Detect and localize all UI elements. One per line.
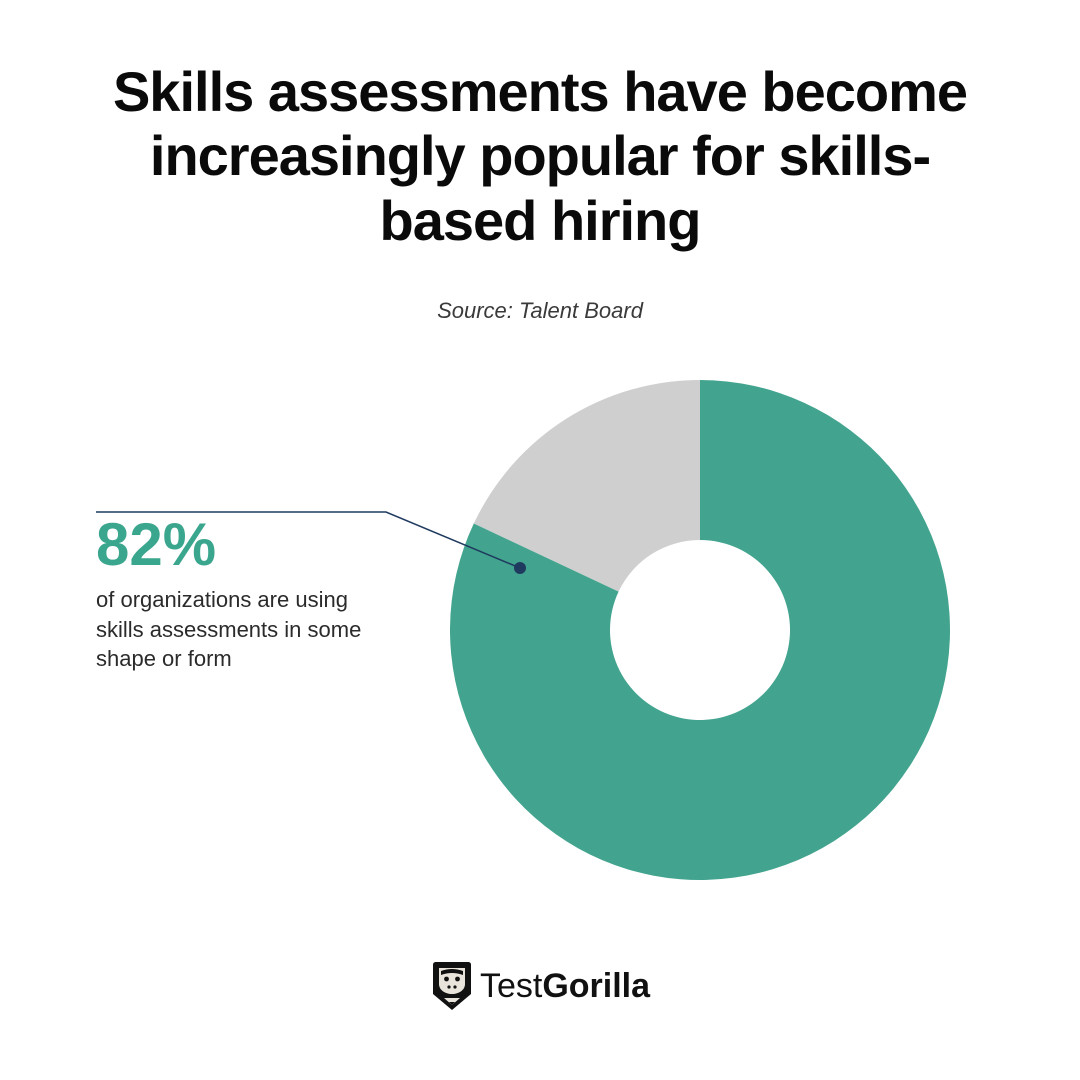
gorilla-icon xyxy=(430,960,474,1012)
logo-text-right: Gorilla xyxy=(542,967,650,1005)
leader-line xyxy=(96,512,520,568)
brand-logo: TestGorilla xyxy=(0,960,1080,1012)
logo-text-left: Test xyxy=(480,967,542,1005)
logo-text: TestGorilla xyxy=(480,967,650,1006)
donut-chart xyxy=(0,0,1080,1080)
leader-dot xyxy=(514,562,526,574)
